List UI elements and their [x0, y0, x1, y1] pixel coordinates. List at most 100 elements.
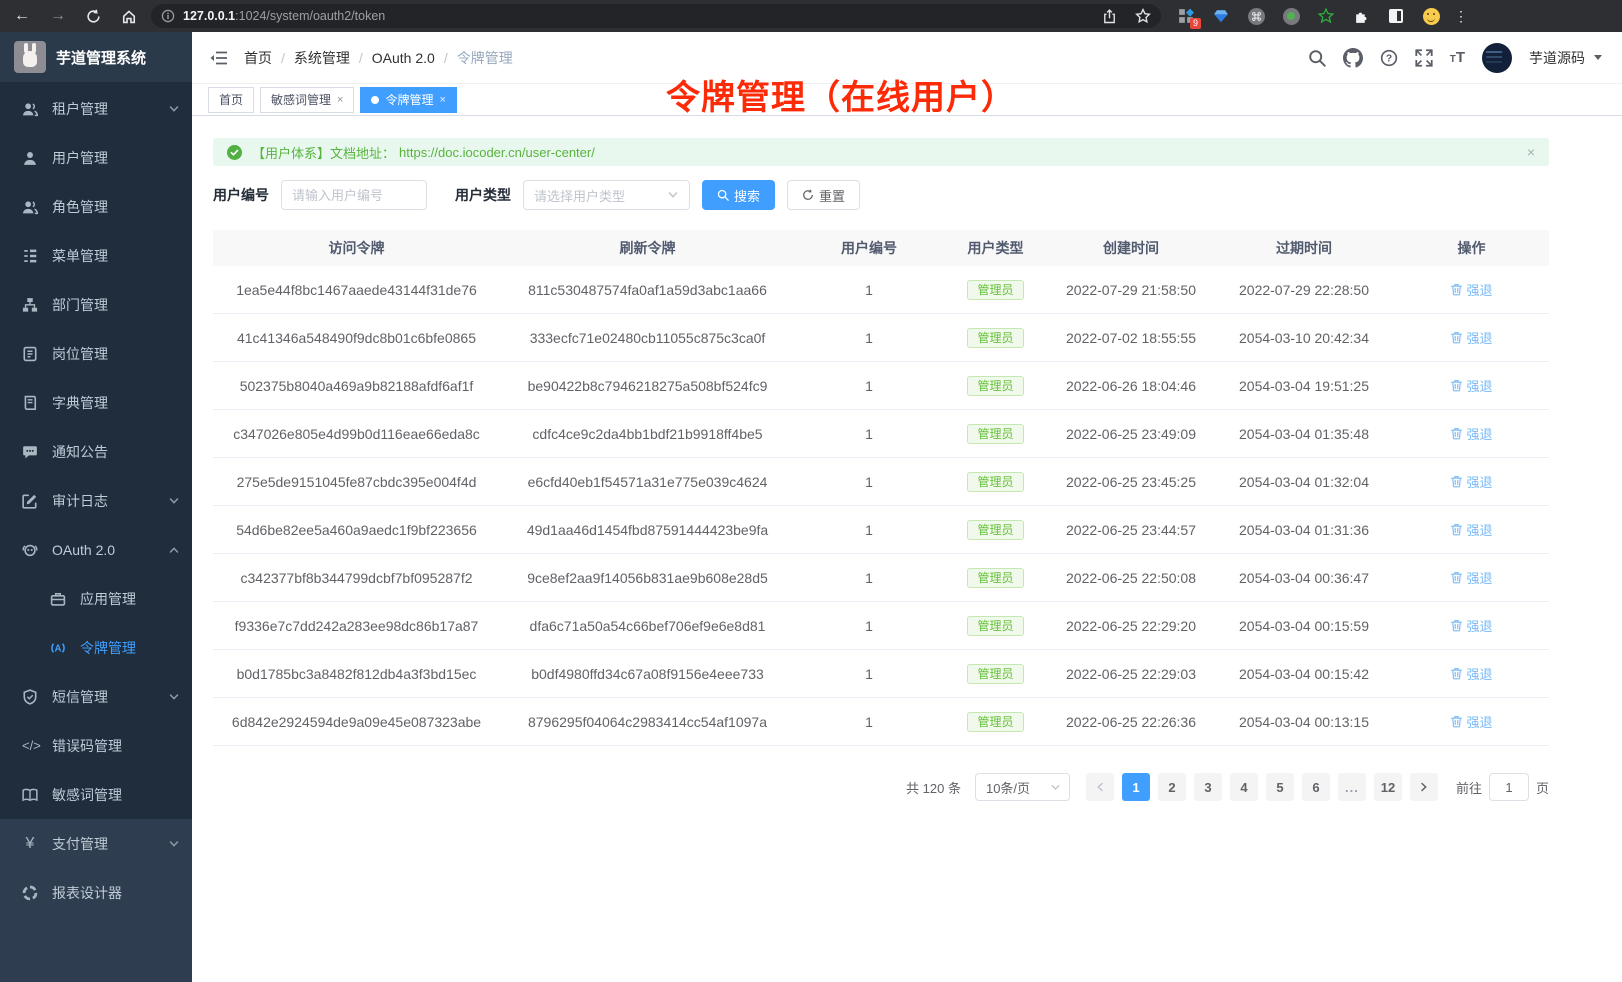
breadcrumb-oauth2[interactable]: OAuth 2.0 — [371, 49, 435, 66]
force-logout-button[interactable]: 强退 — [1450, 328, 1493, 347]
force-logout-button[interactable]: 强退 — [1450, 664, 1493, 683]
page-button-3[interactable]: 3 — [1193, 773, 1222, 801]
force-logout-button[interactable]: 强退 — [1450, 472, 1493, 491]
page-button-4[interactable]: 4 — [1229, 773, 1258, 801]
home-icon[interactable] — [121, 8, 137, 24]
caret-down-icon[interactable] — [1594, 55, 1602, 60]
sidebar-item-sms[interactable]: 短信管理 — [0, 672, 192, 721]
github-icon[interactable] — [1343, 48, 1363, 68]
sidebar-item-report-designer[interactable]: 报表设计器 — [0, 868, 192, 917]
forward-icon[interactable]: → — [50, 7, 66, 24]
sidebar-item-audit-log[interactable]: 审计日志 — [0, 476, 192, 525]
force-logout-button[interactable]: 强退 — [1450, 568, 1493, 587]
share-icon[interactable] — [1102, 9, 1117, 24]
force-logout-button[interactable]: 强退 — [1450, 280, 1493, 299]
sidebar-item-notice[interactable]: 通知公告 — [0, 427, 192, 476]
search-icon[interactable] — [1308, 49, 1326, 67]
page-button-6[interactable]: 6 — [1301, 773, 1330, 801]
font-size-icon[interactable]: TT — [1449, 49, 1465, 66]
extension-record-icon[interactable] — [1282, 7, 1300, 25]
tab-home[interactable]: 首页 — [208, 86, 255, 113]
username[interactable]: 芋道源码 — [1529, 49, 1585, 66]
sidebar-item-pay[interactable]: ¥ 支付管理 — [0, 819, 192, 868]
extensions-puzzle-icon[interactable] — [1352, 7, 1370, 25]
table-row: b0d1785bc3a8482f812db4a3f3bd15ec b0df498… — [213, 650, 1549, 698]
goto-page-input[interactable] — [1488, 773, 1529, 801]
force-logout-button[interactable]: 强退 — [1450, 520, 1493, 539]
force-logout-button[interactable]: 强退 — [1450, 376, 1493, 395]
help-icon[interactable] — [1380, 49, 1398, 67]
tab-token-active[interactable]: 令牌管理 × — [360, 86, 457, 113]
reset-button[interactable]: 重置 — [787, 180, 861, 210]
expire-time-cell: 2054-03-04 00:13:15 — [1239, 713, 1369, 730]
user-id-cell: 1 — [865, 521, 873, 538]
user-type-select[interactable]: 请选择用户类型 — [523, 180, 690, 210]
alert-doc-link[interactable]: https://doc.iocoder.cn/user-center/ — [399, 144, 595, 160]
force-logout-button[interactable]: 强退 — [1450, 616, 1493, 635]
alert-close-icon[interactable]: × — [1526, 144, 1535, 160]
column-header: 操作 — [1457, 240, 1486, 256]
app-logo[interactable]: 芋道管理系统 — [0, 32, 192, 82]
user-id-input[interactable] — [281, 180, 427, 210]
sidebar-item-oauth2[interactable]: OAuth 2.0 — [0, 525, 192, 574]
breadcrumb-home[interactable]: 首页 — [244, 49, 272, 66]
extension-command-icon[interactable] — [1247, 7, 1265, 25]
reload-icon[interactable] — [86, 9, 101, 24]
sidebar-item-dict[interactable]: 字典管理 — [0, 378, 192, 427]
breadcrumb-separator: / — [358, 49, 363, 66]
refresh-token-cell: 333ecfc71e02480cb11055c875c3ca0f — [529, 329, 766, 346]
force-logout-button[interactable]: 强退 — [1450, 424, 1493, 443]
page-size-select[interactable]: 10条/页 — [974, 773, 1070, 801]
search-button[interactable]: 搜索 — [702, 180, 776, 210]
sidebar-item-error-code[interactable]: </> 错误码管理 — [22, 737, 122, 754]
sidebar-item-user[interactable]: 用户管理 — [0, 133, 192, 182]
bookmark-star-icon[interactable] — [1135, 8, 1151, 24]
signal-a-icon — [50, 640, 66, 656]
page-content: 【用户体系】文档地址： https://doc.iocoder.cn/user-… — [213, 138, 1549, 801]
breadcrumb-separator: / — [443, 49, 448, 66]
sidebar-item-tenant[interactable]: 租户管理 — [0, 84, 192, 133]
force-logout-button[interactable]: 强退 — [1450, 712, 1493, 731]
prev-page-button[interactable] — [1085, 773, 1114, 801]
sidebar-fold-icon[interactable] — [210, 50, 228, 66]
avatar[interactable] — [1482, 42, 1512, 73]
robot-icon — [22, 542, 38, 558]
address-bar[interactable]: 127.0.0.1:1024/system/oauth2/token — [151, 4, 1161, 28]
tab-sensitive-word[interactable]: 敏感词管理 × — [260, 86, 355, 113]
extension-grid-icon[interactable]: 9 — [1177, 7, 1201, 29]
page-ellipsis[interactable]: ... — [1337, 773, 1366, 801]
breadcrumb: 首页 / 系统管理 / OAuth 2.0 / 令牌管理 — [244, 48, 513, 68]
breadcrumb-system[interactable]: 系统管理 — [293, 49, 350, 66]
table-row: 275e5de9151045fe87cbdc395e004f4d e6cfd40… — [213, 458, 1549, 506]
site-info-icon[interactable] — [161, 9, 175, 23]
close-icon[interactable]: × — [439, 93, 446, 106]
sidebar-item-menu[interactable]: 菜单管理 — [0, 231, 192, 280]
sidebar-item-post[interactable]: 岗位管理 — [0, 329, 192, 378]
next-page-button[interactable] — [1409, 773, 1438, 801]
page-button-2[interactable]: 2 — [1157, 773, 1186, 801]
chevron-down-icon — [1050, 782, 1061, 793]
expire-time-cell: 2054-03-04 00:15:42 — [1239, 665, 1369, 682]
sidebar-item-oauth2-token[interactable]: 令牌管理 — [0, 623, 192, 672]
url-text[interactable]: 127.0.0.1:1024/system/oauth2/token — [183, 9, 386, 23]
profile-emoji-icon[interactable] — [1422, 7, 1440, 25]
split-view-icon[interactable] — [1387, 7, 1405, 25]
back-icon[interactable]: ← — [14, 7, 30, 24]
access-token-cell: 6d842e2924594de9a09e45e087323abe — [231, 713, 482, 730]
browser-menu-icon[interactable]: ⋮ — [1454, 7, 1468, 24]
fullscreen-icon[interactable] — [1415, 49, 1433, 67]
created-time-cell: 2022-06-26 18:04:46 — [1066, 377, 1196, 394]
extension-green-star-icon[interactable] — [1317, 7, 1335, 25]
extension-gem-icon[interactable] — [1212, 7, 1230, 25]
page-button-1[interactable]: 1 — [1121, 773, 1150, 801]
sidebar-item-sensitive-word[interactable]: 敏感词管理 — [0, 770, 192, 819]
sidebar-item-role[interactable]: 角色管理 — [0, 182, 192, 231]
browser-toolbar: ← → 127.0.0.1:1024/system/oauth2/token 9… — [0, 0, 1622, 32]
close-icon[interactable]: × — [337, 93, 344, 106]
sidebar-item-oauth2-app[interactable]: 应用管理 — [0, 574, 192, 623]
table-row: 54d6be82ee5a460a9aedc1f9bf223656 49d1aa4… — [213, 506, 1549, 554]
table-row: 502375b8040a469a9b82188afdf6af1f be90422… — [213, 362, 1549, 410]
sidebar-item-dept[interactable]: 部门管理 — [0, 280, 192, 329]
page-button-12[interactable]: 12 — [1373, 773, 1402, 801]
page-button-5[interactable]: 5 — [1265, 773, 1294, 801]
